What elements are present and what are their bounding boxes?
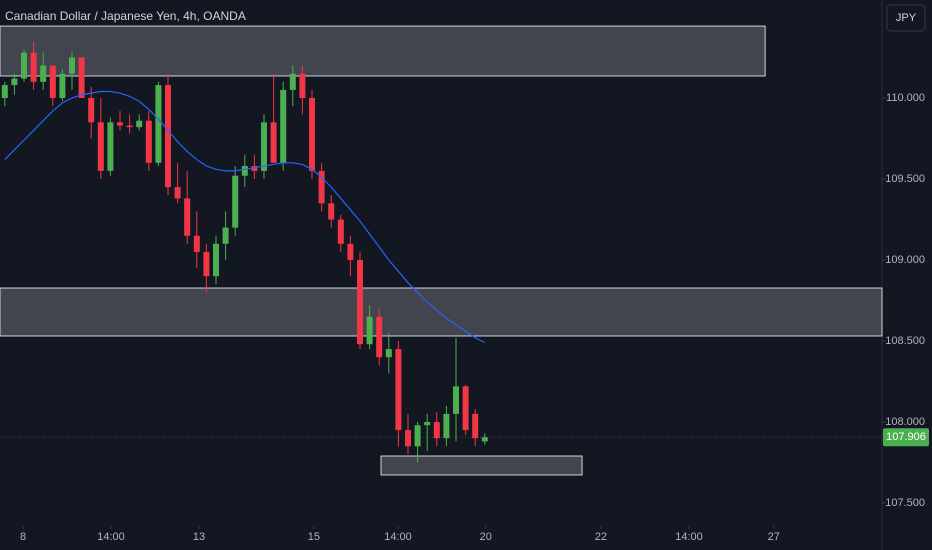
candle-body: [40, 65, 47, 82]
last-price-box: [883, 428, 929, 447]
y-tick-label: 108.500: [885, 335, 925, 347]
candle-body: [49, 65, 56, 99]
candle-body: [414, 425, 421, 447]
candle-body: [88, 98, 95, 123]
x-tick-label: 13: [193, 531, 205, 543]
candle-body: [376, 316, 383, 358]
candle-body: [59, 73, 66, 99]
candle-body: [443, 413, 450, 439]
candle-body: [193, 235, 200, 252]
candle-body: [69, 57, 75, 74]
candle-body: [126, 125, 133, 128]
candle-body: [145, 120, 152, 163]
candle-body: [184, 198, 191, 236]
candle-body: [395, 349, 402, 431]
candle-body: [385, 349, 392, 358]
candle-body: [357, 260, 363, 345]
zone: [380, 455, 583, 476]
candle-body: [203, 251, 210, 277]
candle-body: [261, 122, 267, 171]
candle-body: [299, 73, 306, 99]
candle-body: [232, 175, 239, 228]
x-tick-label: 14:00: [384, 531, 412, 543]
x-tick-label: 8: [20, 531, 26, 543]
y-tick-label: 110.000: [886, 92, 925, 104]
candle-body: [280, 89, 287, 163]
x-tick-label: 27: [768, 531, 780, 543]
candle-body: [165, 85, 171, 188]
y-tick-label: 107.500: [885, 497, 925, 509]
candle-body: [136, 120, 143, 128]
candle-body: [30, 52, 37, 82]
candle-body: [155, 85, 162, 163]
plot-area: [0, 25, 883, 476]
candle-body: [328, 203, 335, 220]
candle-body: [107, 122, 114, 171]
currency-label[interactable]: JPY: [896, 12, 917, 24]
candle-body: [11, 78, 18, 86]
currency-button[interactable]: [886, 4, 926, 32]
candle-body: [270, 122, 277, 163]
x-tick-label: 15: [308, 531, 320, 543]
candle-body: [462, 386, 469, 431]
candle-body: [472, 413, 479, 439]
candle-body: [337, 219, 344, 244]
moving-average: [4, 90, 486, 344]
candle-body: [174, 187, 181, 199]
candle-body: [405, 430, 411, 447]
candle-body: [309, 98, 315, 171]
zone: [0, 287, 883, 337]
candle-body: [1, 85, 8, 99]
candle-body: [117, 122, 123, 126]
zone: [0, 25, 766, 77]
x-tick-label: 20: [480, 531, 492, 543]
x-tick-label: 14:00: [675, 531, 703, 543]
y-tick-label: 109.000: [885, 254, 925, 266]
candle-body: [289, 73, 296, 90]
candle-body: [424, 421, 431, 426]
candle-body: [251, 166, 258, 171]
y-tick-label: 109.500: [885, 173, 925, 185]
candle-body: [21, 52, 27, 79]
candle-body: [366, 316, 373, 345]
chart-title: Canadian Dollar / Japanese Yen, 4h, OAND…: [5, 9, 246, 23]
candle-body: [241, 166, 248, 176]
candle-body: [347, 243, 354, 260]
x-tick-label: 22: [595, 531, 607, 543]
candle-body: [213, 243, 219, 277]
candle-body: [97, 122, 104, 171]
candle-body: [453, 386, 459, 414]
y-tick-label: 108.000: [885, 416, 925, 428]
x-tick-label: 14:00: [97, 531, 125, 543]
candle-body: [481, 437, 488, 442]
candle-body: [318, 170, 325, 204]
last-price-label: 107.906: [886, 431, 926, 443]
candle-body: [78, 57, 85, 99]
candle-body: [433, 421, 440, 439]
candle-body: [222, 227, 229, 244]
